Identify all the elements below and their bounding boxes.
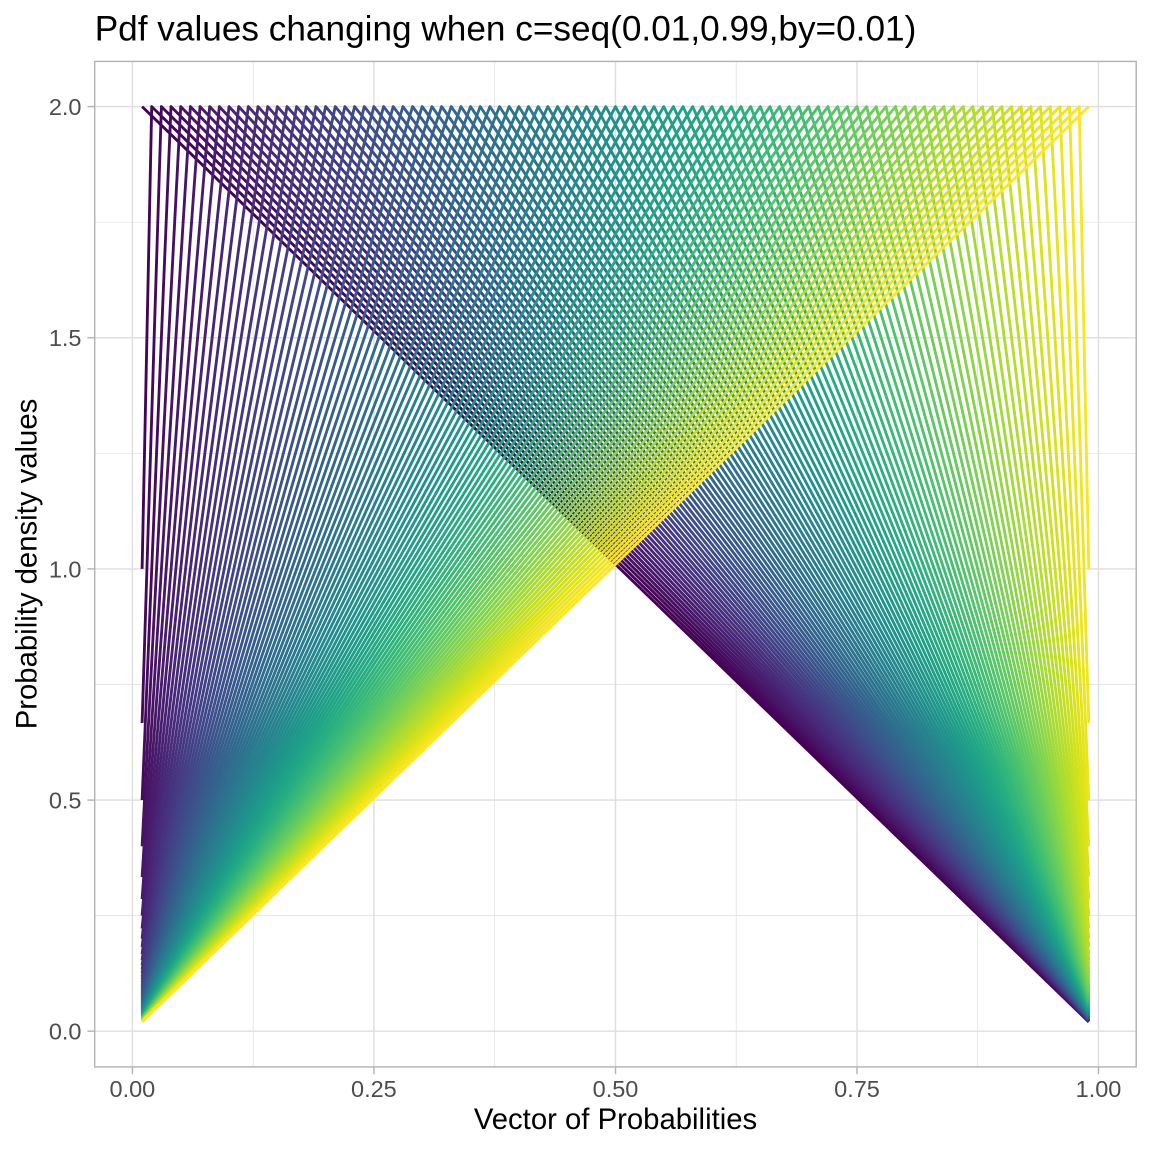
svg-text:1.5: 1.5	[49, 325, 82, 351]
svg-text:Pdf values changing when c=seq: Pdf values changing when c=seq(0.01,0.99…	[95, 9, 917, 48]
svg-text:0.75: 0.75	[834, 1076, 880, 1102]
svg-text:Vector of Probabilities: Vector of Probabilities	[474, 1103, 757, 1136]
svg-text:1.00: 1.00	[1076, 1076, 1122, 1102]
svg-text:0.5: 0.5	[49, 788, 82, 814]
svg-text:0.0: 0.0	[49, 1019, 82, 1045]
svg-text:1.0: 1.0	[49, 556, 82, 582]
svg-text:2.0: 2.0	[49, 94, 82, 120]
svg-text:0.50: 0.50	[593, 1076, 639, 1102]
svg-text:0.25: 0.25	[351, 1076, 397, 1102]
svg-text:Probability density values: Probability density values	[10, 399, 43, 730]
svg-text:0.00: 0.00	[110, 1076, 156, 1102]
